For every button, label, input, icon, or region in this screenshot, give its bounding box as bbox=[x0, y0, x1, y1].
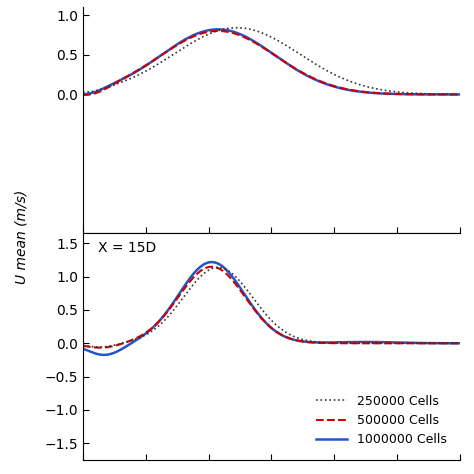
Text: U mean (m/s): U mean (m/s) bbox=[14, 190, 28, 284]
Text: X = 15D: X = 15D bbox=[98, 241, 156, 255]
Legend: 250000 Cells, 500000 Cells, 1000000 Cells: 250000 Cells, 500000 Cells, 1000000 Cell… bbox=[310, 390, 452, 451]
